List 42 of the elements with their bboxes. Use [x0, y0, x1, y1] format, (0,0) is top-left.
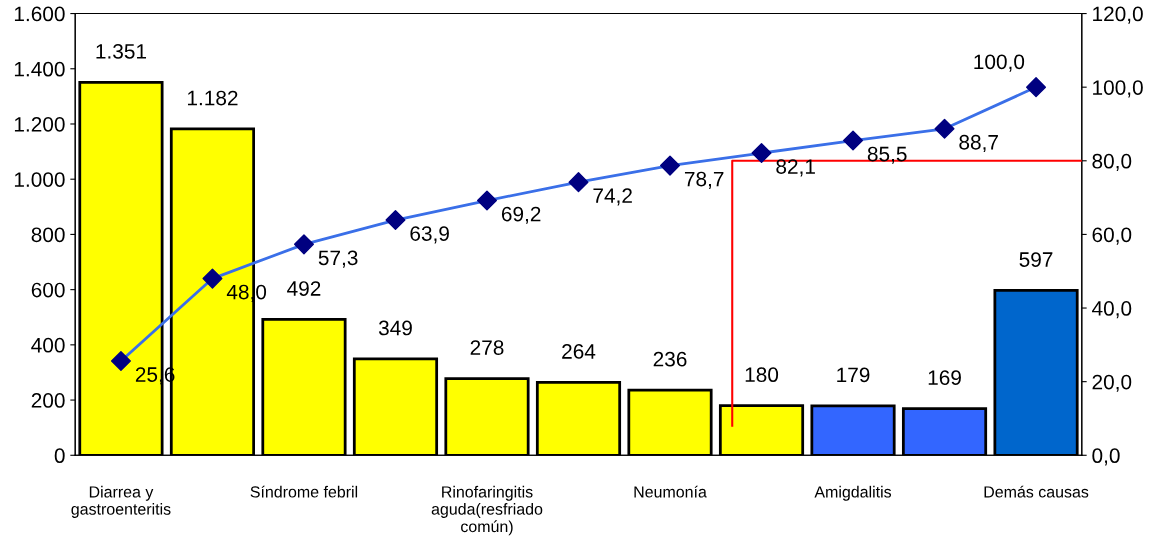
- data-label: 597: [1019, 252, 1053, 267]
- x-tick-label: Rinofaringitis aguda(resfriado común): [431, 485, 543, 536]
- y2-tick-label: 100,0: [1093, 80, 1143, 98]
- data-label: 180: [745, 367, 779, 383]
- data-label: 100,0: [974, 54, 1025, 72]
- data-label: 1.182: [187, 90, 238, 106]
- y-tick-label: 1.400: [14, 61, 65, 77]
- y-tick-label: 1.600: [14, 6, 65, 22]
- data-label: 78,7: [684, 171, 724, 189]
- x-tick-label: Diarrea y gastroenteritis: [71, 485, 171, 518]
- y-tick-label: 1.000: [14, 172, 65, 187]
- y-tick-label: 200: [31, 393, 65, 408]
- y-tick-label: 1.200: [14, 116, 65, 132]
- data-label: 278: [470, 340, 504, 355]
- data-label: 169: [928, 370, 961, 386]
- data-label: 63,9: [410, 226, 449, 244]
- data-label: 264: [562, 344, 596, 359]
- data-label: 69,2: [501, 206, 541, 224]
- y-tick-label: 600: [31, 282, 65, 298]
- y2-tick-label: 40,0: [1092, 301, 1132, 319]
- x-tick-label: Neumonía: [634, 485, 707, 498]
- x-tick-label: Demás causas: [984, 485, 1089, 498]
- data-label: 57,3: [318, 250, 358, 268]
- x-tick-label: Síndrome febril: [250, 485, 358, 498]
- data-label: 88,7: [959, 134, 998, 153]
- y2-tick-label: 0,0: [1092, 448, 1120, 466]
- data-label: 1.351: [96, 43, 147, 59]
- y2-tick-label: 20,0: [1092, 374, 1132, 392]
- data-label: 74,2: [593, 188, 632, 206]
- y2-tick-label: 120,0: [1093, 6, 1143, 24]
- y-tick-label: 400: [31, 337, 65, 353]
- y-tick-label: 0: [54, 448, 65, 464]
- y2-tick-label: 60,0: [1092, 227, 1132, 245]
- data-label: 85,5: [867, 146, 907, 164]
- data-label: 236: [653, 351, 687, 367]
- y2-tick-label: 80,0: [1092, 153, 1132, 172]
- y-tick-label: 800: [31, 227, 65, 243]
- data-label: 492: [287, 281, 321, 296]
- data-label: 179: [837, 367, 870, 383]
- x-tick-label: Amigdalitis: [814, 485, 892, 501]
- data-label: 349: [378, 320, 412, 336]
- data-label: 82,1: [776, 159, 815, 177]
